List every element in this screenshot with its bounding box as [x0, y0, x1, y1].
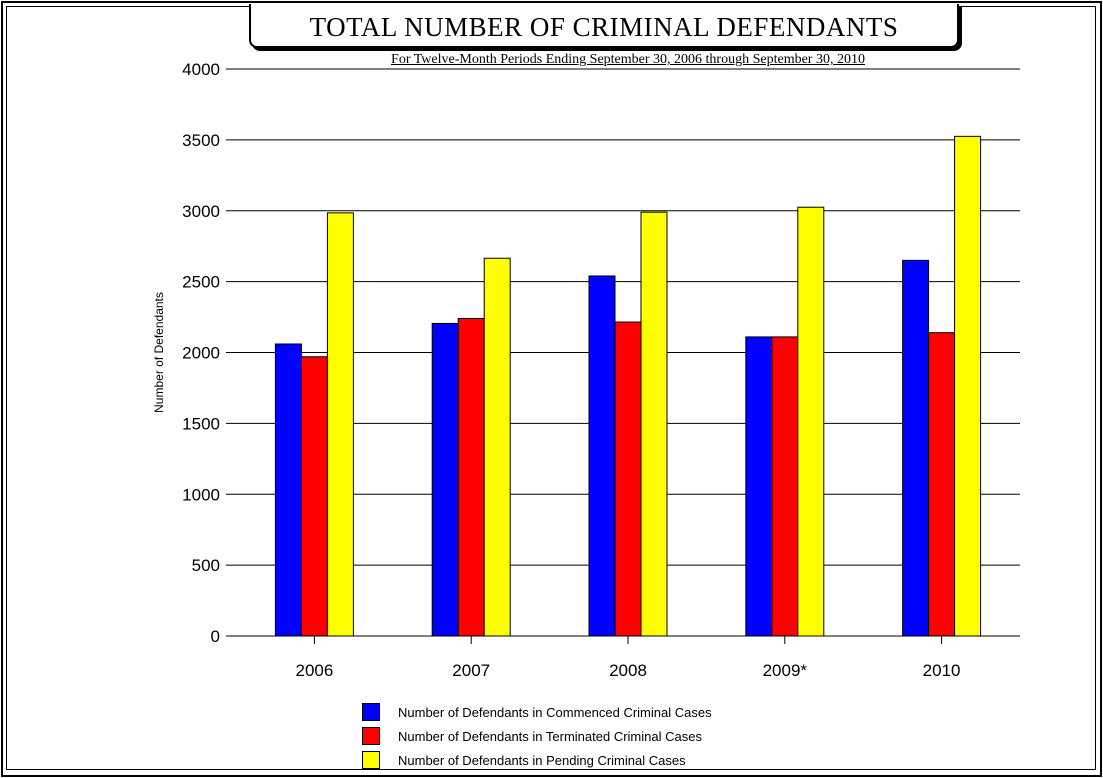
bar-2006-series-0 — [274, 343, 302, 637]
bar-2007-series-1 — [457, 317, 485, 637]
y-tick-label: 3000 — [182, 202, 220, 221]
x-tick-label: 2007 — [452, 661, 490, 680]
y-tick-label: 3500 — [182, 131, 220, 150]
y-axis-label: Number of Defendants — [152, 292, 166, 413]
y-tick-label: 0 — [211, 627, 220, 646]
bar-2008-series-1 — [614, 321, 642, 637]
x-tick-label: 2006 — [295, 661, 333, 680]
bar-2009-series-0 — [745, 336, 773, 637]
legend: Number of Defendants in Commenced Crimin… — [362, 700, 712, 772]
legend-swatch-pending — [362, 751, 380, 769]
legend-label-commenced: Number of Defendants in Commenced Crimin… — [398, 704, 712, 720]
x-tick-label: 2009* — [763, 661, 808, 680]
bar-2009-series-2 — [797, 206, 825, 637]
y-tick-label: 1500 — [182, 414, 220, 433]
y-tick-label: 500 — [192, 556, 220, 575]
y-tick-label: 1000 — [182, 485, 220, 504]
bar-2008-series-2 — [640, 211, 668, 637]
legend-item-commenced: Number of Defendants in Commenced Crimin… — [362, 700, 712, 724]
legend-swatch-terminated — [362, 727, 380, 745]
bar-2007-series-2 — [483, 257, 511, 637]
bar-2006-series-1 — [300, 356, 328, 637]
y-tick-label: 4000 — [182, 60, 220, 79]
bar-2006-series-2 — [326, 212, 354, 637]
legend-item-pending: Number of Defendants in Pending Criminal… — [362, 748, 712, 772]
x-tick-label: 2008 — [609, 661, 647, 680]
chart-title: TOTAL NUMBER OF CRIMINAL DEFENDANTS — [309, 12, 899, 42]
legend-swatch-commenced — [362, 703, 380, 721]
chart-subtitle: For Twelve-Month Periods Ending Septembe… — [391, 52, 865, 67]
bar-2010-series-1 — [928, 332, 956, 637]
bar-2010-series-0 — [902, 259, 930, 637]
legend-label-pending: Number of Defendants in Pending Criminal… — [398, 752, 686, 768]
bar-2010-series-2 — [954, 135, 982, 637]
legend-item-terminated: Number of Defendants in Terminated Crimi… — [362, 724, 712, 748]
bar-2007-series-0 — [431, 322, 459, 637]
y-tick-label: 2500 — [182, 273, 220, 292]
bar-2009-series-1 — [771, 336, 799, 637]
x-tick-label: 2010 — [923, 661, 961, 680]
bar-2008-series-0 — [588, 275, 616, 637]
title-box: TOTAL NUMBER OF CRIMINAL DEFENDANTS — [249, 4, 959, 48]
y-tick-label: 2000 — [182, 344, 220, 363]
legend-label-terminated: Number of Defendants in Terminated Crimi… — [398, 728, 702, 744]
